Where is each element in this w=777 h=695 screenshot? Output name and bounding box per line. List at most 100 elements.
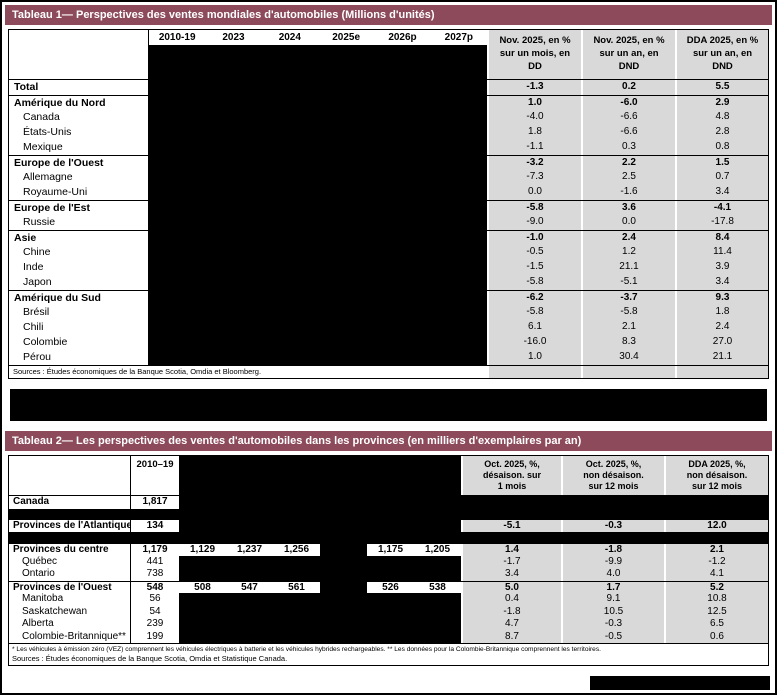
table1: 2010-19 2023 2024 2025e 2026p 2027p Nov.… (8, 29, 769, 379)
value-cell: 547 (241, 581, 258, 593)
table-row: Colombie-Britannique** 199 8.7 -0.5 0.6 (9, 630, 768, 643)
table-row: Canada 1,817 (9, 496, 768, 509)
year-values: 1,129 1,237 1,256 1,175 1,205 (179, 544, 461, 556)
redacted-cell (149, 275, 487, 290)
value-cell: 12.5 (664, 605, 768, 618)
value-cell: 199 (146, 630, 164, 642)
value-cell: 3.4 (675, 275, 768, 290)
value-cell: -6.6 (581, 110, 675, 125)
row-label: Canada (9, 110, 149, 125)
value-cell: 54 (149, 605, 161, 617)
table-row: États-Unis 1.8 -6.6 2.8 (9, 125, 768, 140)
value-cell: -1.7 (461, 555, 561, 568)
column-header: 2027p (444, 32, 473, 43)
column-header: DDA 2025, en % sur un an, en DND (675, 30, 768, 79)
table-row: Amérique du Nord 1.0 -6.0 2.9 (9, 95, 768, 110)
row-label: Amérique du Sud (9, 291, 149, 305)
value-cell: -7.3 (487, 170, 581, 185)
value-cell: 2.2 (581, 156, 675, 170)
table-row: Inde -1.5 21.1 3.9 (9, 260, 768, 275)
redacted-cell (149, 260, 487, 275)
year-values: 508 547 561 526 538 (179, 581, 461, 594)
value-cell: 1.8 (675, 305, 768, 320)
value-cell: 8.4 (675, 231, 768, 245)
table-row: Total -1.3 0.2 5.5 (9, 80, 768, 95)
value-cell: -6.0 (581, 96, 675, 110)
table2-header-label-cell (9, 456, 131, 495)
value-cell: 9.3 (675, 291, 768, 305)
redacted-region (149, 45, 487, 79)
value-cell: -5.8 (487, 305, 581, 320)
row-label: Provinces du centre (9, 544, 131, 556)
table2-title: Tableau 2— Les perspectives des ventes d… (12, 435, 582, 447)
redacted-cell (149, 245, 487, 260)
table1-header-row: 2010-19 2023 2024 2025e 2026p 2027p Nov.… (9, 30, 768, 80)
row-label: Provinces de l'Atlantique (9, 519, 131, 532)
row-label: Canada (9, 496, 131, 509)
redacted-cell (149, 140, 487, 155)
column-header: DDA 2025, %, non désaison. sur 12 mois (664, 456, 768, 495)
redacted-cell (179, 618, 461, 631)
value-cell: -3.2 (487, 156, 581, 170)
row-label: Brésil (9, 305, 149, 320)
table2-header-row: 2010–19 Oct. 2025, %, désaison. sur 1 mo… (9, 456, 768, 496)
value-cell: -6.6 (581, 125, 675, 140)
redacted-region (590, 676, 770, 690)
row-label: Chili (9, 320, 149, 335)
value-cell: 0.7 (675, 170, 768, 185)
table-row: Québec 441 -1.7 -9.9 -1.2 (9, 555, 768, 568)
value-cell: 1.7 (561, 581, 664, 594)
value-cell: 2.1 (664, 544, 768, 556)
table-row: Asie -1.0 2.4 8.4 (9, 230, 768, 245)
row-label: Amérique du Nord (9, 96, 149, 110)
column-header: Oct. 2025, %, non désaison. sur 12 mois (561, 456, 664, 495)
row-label: Inde (9, 260, 149, 275)
gray-column-fill (581, 366, 675, 378)
table-row: Provinces de l'Atlantique 134 -5.1 -0.3 … (9, 519, 768, 532)
value-cell: 3.6 (581, 201, 675, 215)
value-cell: 1,817 (142, 496, 168, 507)
value-cell: -1.6 (581, 185, 675, 200)
value-cell: -1.1 (487, 140, 581, 155)
value-cell: 2.8 (675, 125, 768, 140)
table-row: Chine -0.5 1.2 11.4 (9, 245, 768, 260)
value-cell: -4.1 (675, 201, 768, 215)
redacted-cell (320, 581, 367, 594)
row-label: Ontario (9, 568, 131, 581)
row-label: Québec (9, 555, 131, 568)
row-label: Alberta (9, 618, 131, 631)
value-cell: 3.9 (675, 260, 768, 275)
value-cell: 2.4 (675, 320, 768, 335)
row-label: Allemagne (9, 170, 149, 185)
column-header: 2026p (388, 32, 417, 43)
table1-header-label-cell (9, 30, 149, 79)
value-cell: -6.2 (487, 291, 581, 305)
redacted-cell (149, 156, 487, 170)
redacted-cell (149, 350, 487, 365)
redacted-cell (149, 291, 487, 305)
value-cell: 4.0 (561, 568, 664, 581)
value-cell: 11.4 (675, 245, 768, 260)
value-cell: 0.0 (487, 185, 581, 200)
table-row: Provinces du centre 1,179 1,129 1,237 1,… (9, 543, 768, 556)
table-row: Europe de l'Est -5.8 3.6 -4.1 (9, 200, 768, 215)
redacted-cell (149, 320, 487, 335)
row-label: États-Unis (9, 125, 149, 140)
value-cell: 2.4 (581, 231, 675, 245)
value-cell: 8.7 (461, 630, 561, 643)
row-label: Pérou (9, 350, 149, 365)
redacted-cell (149, 231, 487, 245)
table-row: Colombie -16.0 8.3 27.0 (9, 335, 768, 350)
column-header: Oct. 2025, %, désaison. sur 1 mois (461, 456, 561, 495)
table2-footnote: * Les véhicules à émission zéro (VEZ) co… (9, 643, 768, 654)
sources-text: Sources : Études économiques de la Banqu… (13, 367, 262, 376)
value-cell: 561 (288, 581, 305, 593)
table-row: Europe de l'Ouest -3.2 2.2 1.5 (9, 155, 768, 170)
value-cell: 1.4 (461, 544, 561, 556)
row-label: Colombie (9, 335, 149, 350)
value-cell: -3.7 (581, 291, 675, 305)
table-row: Provinces de l'Ouest 548 508 547 561 526… (9, 580, 768, 594)
table1-sources-row: Sources : Études économiques de la Banqu… (9, 365, 768, 378)
table-row: Royaume-Uni 0.0 -1.6 3.4 (9, 185, 768, 200)
table-row: Brésil -5.8 -5.8 1.8 (9, 305, 768, 320)
